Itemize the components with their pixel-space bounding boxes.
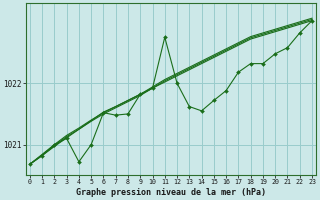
X-axis label: Graphe pression niveau de la mer (hPa): Graphe pression niveau de la mer (hPa): [76, 188, 266, 197]
